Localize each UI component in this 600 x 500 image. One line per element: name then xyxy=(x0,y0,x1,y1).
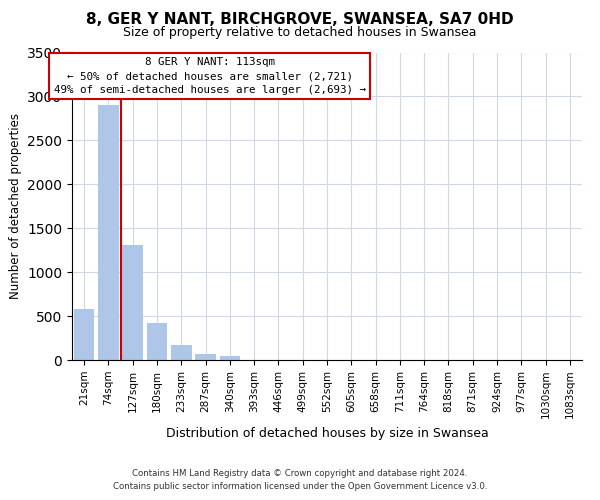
X-axis label: Distribution of detached houses by size in Swansea: Distribution of detached houses by size … xyxy=(166,426,488,440)
Bar xyxy=(146,323,167,360)
Bar xyxy=(122,245,143,360)
Bar xyxy=(195,354,216,360)
Text: Size of property relative to detached houses in Swansea: Size of property relative to detached ho… xyxy=(123,26,477,39)
Bar xyxy=(220,356,240,360)
Bar xyxy=(98,105,119,360)
Text: Contains HM Land Registry data © Crown copyright and database right 2024.
Contai: Contains HM Land Registry data © Crown c… xyxy=(113,469,487,491)
Bar xyxy=(74,309,94,360)
Bar xyxy=(171,345,191,360)
Text: 8 GER Y NANT: 113sqm
← 50% of detached houses are smaller (2,721)
49% of semi-de: 8 GER Y NANT: 113sqm ← 50% of detached h… xyxy=(54,57,366,95)
Y-axis label: Number of detached properties: Number of detached properties xyxy=(8,114,22,299)
Text: 8, GER Y NANT, BIRCHGROVE, SWANSEA, SA7 0HD: 8, GER Y NANT, BIRCHGROVE, SWANSEA, SA7 … xyxy=(86,12,514,28)
